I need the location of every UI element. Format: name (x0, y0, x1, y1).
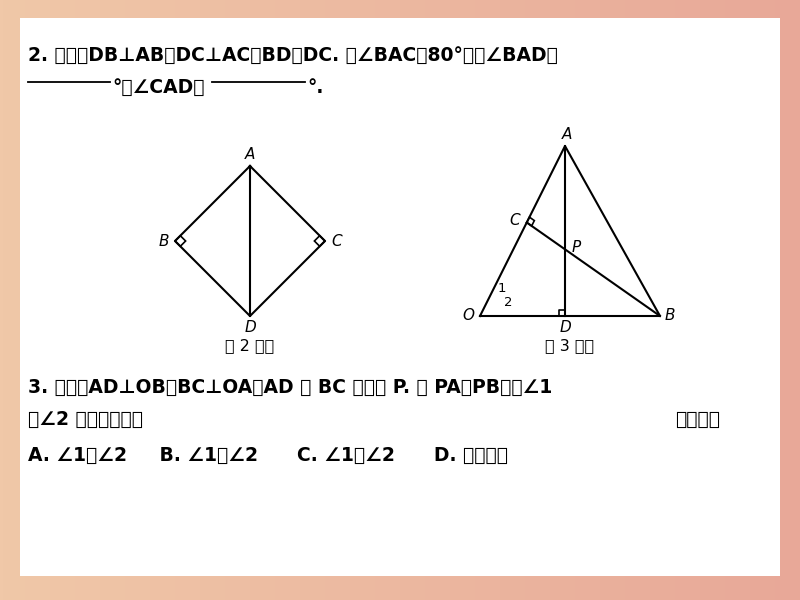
Text: °，∠CAD＝: °，∠CAD＝ (112, 78, 205, 97)
Text: （　　）: （ ） (675, 410, 720, 429)
Text: 3. 如图，AD⊥OB，BC⊥OA，AD 与 BC 交于点 P. 若 PA＝PB，则∠1: 3. 如图，AD⊥OB，BC⊥OA，AD 与 BC 交于点 P. 若 PA＝PB… (28, 378, 552, 397)
Text: 2. 如图，DB⊥AB，DC⊥AC，BD＝DC. 若∠BAC＝80°，则∠BAD＝: 2. 如图，DB⊥AB，DC⊥AC，BD＝DC. 若∠BAC＝80°，则∠BAD… (28, 46, 558, 65)
Text: P: P (572, 240, 582, 255)
Text: 与∠2 的大小关系是: 与∠2 的大小关系是 (28, 410, 143, 429)
Text: °.: °. (307, 78, 323, 97)
FancyBboxPatch shape (20, 18, 780, 576)
Text: C: C (509, 213, 520, 228)
Text: D: D (244, 320, 256, 335)
Text: 2: 2 (504, 295, 512, 308)
Text: B: B (158, 233, 169, 248)
Text: A: A (562, 127, 572, 142)
Text: D: D (559, 320, 571, 335)
Text: A: A (245, 147, 255, 162)
Text: C: C (331, 233, 342, 248)
Text: B: B (665, 308, 675, 323)
Text: 第 2 题图: 第 2 题图 (226, 338, 274, 353)
Text: 1: 1 (498, 281, 506, 295)
Text: O: O (462, 308, 474, 323)
Text: 第 3 题图: 第 3 题图 (546, 338, 594, 353)
Text: A. ∠1＝∠2     B. ∠1＞∠2      C. ∠1＜∠2      D. 无法确定: A. ∠1＝∠2 B. ∠1＞∠2 C. ∠1＜∠2 D. 无法确定 (28, 446, 508, 465)
